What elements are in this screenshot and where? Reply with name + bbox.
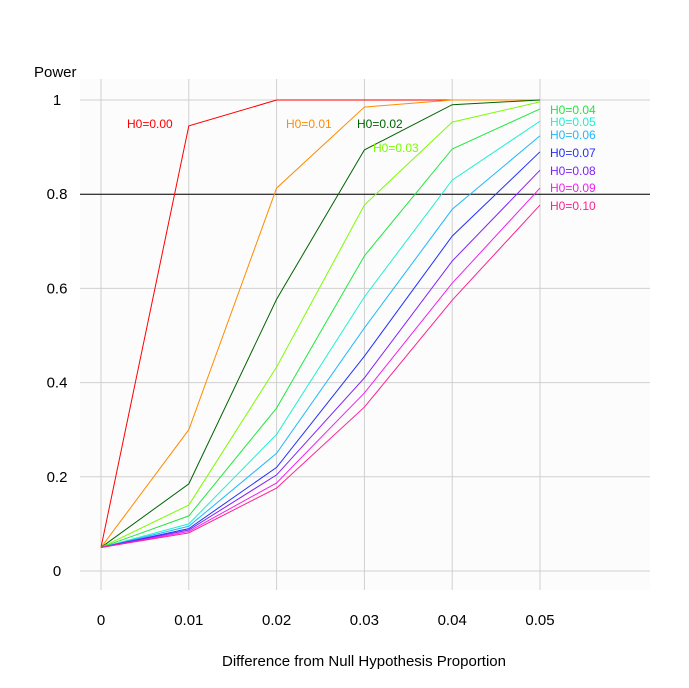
series-group (100, 99, 541, 548)
y-tick-label: 0.4 (47, 375, 68, 392)
series-labels: H0=0.00 H0=0.01 H0=0.02H0=0.03H0=0.04H0=0.… (127, 103, 596, 213)
series-line-H0=0.05 (100, 120, 541, 548)
series-label: H0=0.02 (357, 117, 403, 131)
series-label: H0=0.03 (373, 141, 419, 155)
x-tick-label: 0.02 (262, 612, 291, 629)
series-line-H0=0.06 (100, 135, 541, 548)
y-tick-label: 0.2 (47, 469, 68, 486)
series-line-H0=0.01 (100, 99, 540, 548)
y-axis-label: Power (34, 64, 77, 81)
series-label: H0=0.05 (550, 115, 596, 129)
series-line-H0=0.08 (100, 169, 541, 548)
series-line-H0=0.02 (100, 99, 541, 548)
series-line-H0=0.07 (100, 151, 541, 548)
series-label: H0=0.01 (286, 117, 332, 131)
series-line-H0=0.09 (100, 187, 541, 548)
y-tick-label: 0 (53, 563, 61, 580)
series-label: H0=0.07 (550, 146, 596, 160)
x-tick-label: 0.03 (350, 612, 379, 629)
series-line-H0=0.03 (100, 101, 541, 548)
x-tick-label: 0.05 (525, 612, 554, 629)
y-tick-label: 1 (53, 92, 61, 109)
series-line-H0=0.04 (100, 108, 541, 548)
y-tick-labels: 0 0.2 0.4 0.6 0.8 1 (47, 92, 68, 580)
series-label: H0=0.10 (550, 199, 596, 213)
x-tick-labels: 0 0.01 0.02 0.03 0.04 0.05 (97, 612, 555, 629)
series-label: H0=0.06 (550, 128, 596, 142)
series-label: H0=0.04 (550, 103, 596, 117)
series-label: H0=0.00 (127, 117, 173, 131)
x-axis-label: Difference from Null Hypothesis Proporti… (222, 653, 506, 670)
plot-area (80, 79, 650, 590)
x-tick-label: 0.01 (174, 612, 203, 629)
series-label: H0=0.09 (550, 181, 596, 195)
x-tick-label: 0.04 (438, 612, 467, 629)
series-line-H0=0.10 (100, 204, 541, 548)
series-label: H0=0.08 (550, 164, 596, 178)
y-tick-label: 0.6 (47, 280, 68, 297)
y-tick-label: 0.8 (47, 186, 68, 203)
x-tick-label: 0 (97, 612, 105, 629)
